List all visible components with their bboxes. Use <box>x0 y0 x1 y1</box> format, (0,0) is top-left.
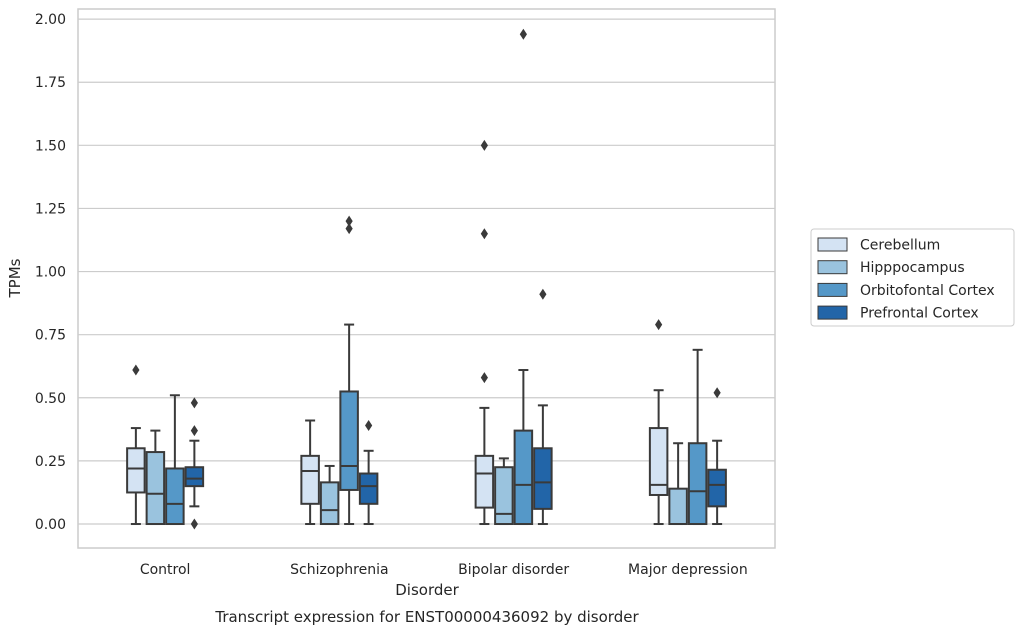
box-hipppocampus <box>494 457 514 526</box>
box-prefrontal-cortex <box>358 420 379 526</box>
x-tick-label: Control <box>140 562 191 578</box>
box-prefrontal-cortex <box>533 288 553 526</box>
y-tick-label: 2.00 <box>35 12 66 28</box>
x-axis-label: Disorder <box>395 581 459 599</box>
box-orbitofontal-cortex <box>687 348 708 526</box>
outlier-point <box>345 215 353 227</box>
box <box>494 466 514 526</box>
y-tick-label: 0.75 <box>35 328 66 344</box>
legend-frame <box>810 228 1015 327</box>
y-tick-labels: 0.00 0.25 0.50 0.75 1.00 1.25 1.50 1.75 2.00 <box>35 12 66 533</box>
y-tick-label: 0.00 <box>35 517 66 533</box>
x-tick-label: Schizophrenia <box>290 562 388 578</box>
outlier-point <box>190 425 198 437</box>
box <box>668 487 688 526</box>
legend-label: Cerebellum <box>860 238 940 254</box>
legend-swatch <box>817 237 848 252</box>
outlier-point <box>132 364 140 376</box>
legend-label: Prefrontal Cortex <box>860 306 979 322</box>
outlier-point <box>365 420 373 432</box>
box <box>184 466 205 488</box>
box <box>513 429 534 526</box>
box-orbitofontal-cortex <box>339 215 359 526</box>
legend: Cerebellum Hipppocampus Orbitofontal Corte… <box>810 228 1015 327</box>
legend-swatch <box>817 305 848 320</box>
box <box>126 447 146 494</box>
box-groups <box>126 28 727 530</box>
y-tick-label: 0.25 <box>35 454 66 470</box>
box <box>533 447 553 510</box>
legend-label: Orbitofontal Cortex <box>860 283 995 299</box>
outlier-point <box>519 28 527 40</box>
box-orbitofontal-cortex <box>165 394 185 526</box>
legend-swatch <box>817 282 848 297</box>
box-orbitofontal-cortex <box>513 28 534 526</box>
outlier-point <box>713 387 721 399</box>
outlier-point <box>345 223 353 235</box>
outlier-point <box>539 288 547 300</box>
box <box>319 481 340 526</box>
box-hipppocampus <box>319 464 340 526</box>
outlier-point <box>190 397 198 409</box>
box <box>707 468 727 508</box>
box-hipppocampus <box>145 429 166 526</box>
box-cerebellum <box>126 364 146 526</box>
box-prefrontal-cortex <box>707 387 727 526</box>
box-cerebellum <box>474 139 495 526</box>
outlier-point <box>480 139 488 151</box>
outlier-point <box>480 228 488 240</box>
y-axis-label: TPMs <box>6 258 24 298</box>
outlier-point <box>190 518 198 530</box>
legend-swatch <box>817 260 848 275</box>
x-tick-label: Bipolar disorder <box>458 562 569 578</box>
x-tick-labels: Control Schizophrenia Bipolar disorder Majo… <box>140 562 748 578</box>
outlier-point <box>480 372 488 384</box>
plot-frame <box>77 8 776 549</box>
box-prefrontal-cortex <box>184 397 205 530</box>
box <box>474 454 495 509</box>
legend-label: Hipppocampus <box>860 260 965 276</box>
y-tick-label: 0.50 <box>35 391 66 407</box>
box <box>165 467 185 526</box>
box <box>648 427 669 496</box>
box-cerebellum <box>300 419 320 526</box>
y-tick-label: 1.50 <box>35 138 66 154</box>
box-cerebellum <box>648 319 669 526</box>
outlier-point <box>655 319 663 331</box>
box <box>145 451 166 526</box>
box <box>339 390 359 491</box>
x-tick-label: Major depression <box>628 562 748 578</box>
box <box>300 454 320 505</box>
y-tick-label: 1.25 <box>35 201 66 217</box>
gridlines <box>78 18 775 525</box>
y-tick-label: 1.75 <box>35 75 66 91</box>
y-tick-label: 1.00 <box>35 265 66 281</box>
box <box>687 442 708 526</box>
chart-caption: Transcript expression for ENST0000043609… <box>214 608 639 626</box>
box <box>358 472 379 505</box>
box-hipppocampus <box>668 442 688 526</box>
